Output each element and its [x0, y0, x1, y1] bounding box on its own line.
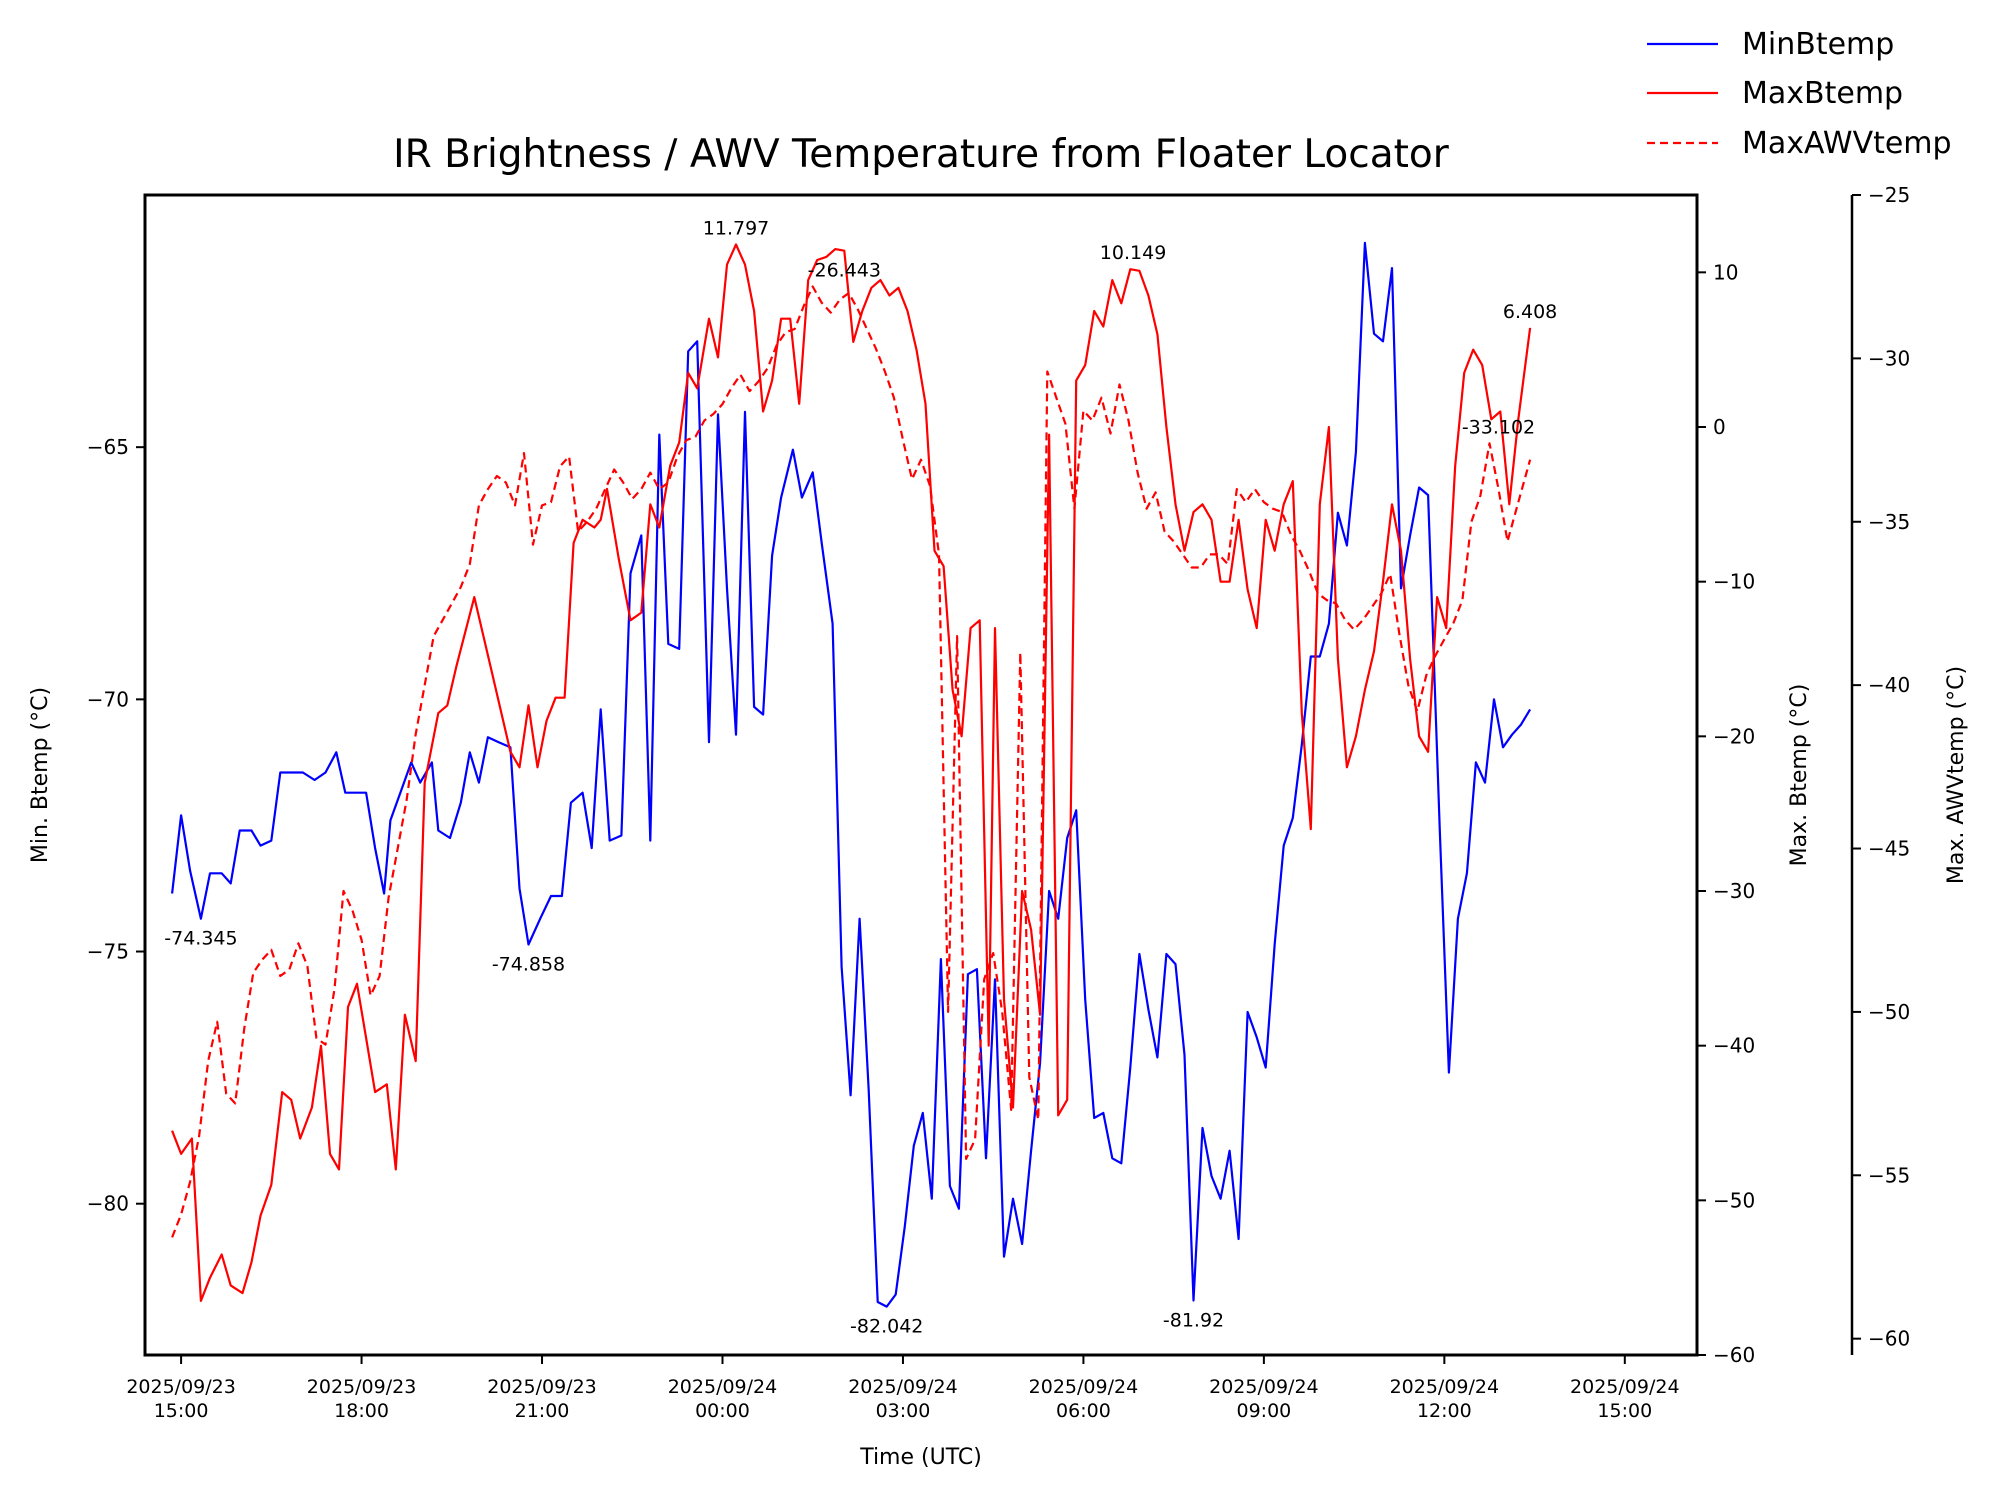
y-right2-tick-label: −60 — [1868, 1327, 1910, 1351]
x-tick-label-time: 09:00 — [1237, 1400, 1292, 1422]
y-right-tick-label: −20 — [1713, 724, 1755, 748]
data-label-maxbtemp: 6.408 — [1503, 301, 1557, 323]
y-right2-tick-label: −40 — [1868, 673, 1910, 697]
legend: MinBtemp MaxBtemp MaxAWVtemp — [1647, 27, 1952, 161]
y-left-tick-label: −75 — [87, 940, 129, 964]
x-tick-label-time: 15:00 — [1597, 1400, 1652, 1422]
series-layer — [171, 241, 1532, 1308]
x-tick-label-time: 15:00 — [154, 1400, 209, 1422]
data-label-minbtemp: -82.042 — [850, 1316, 923, 1338]
legend-label-minbtemp: MinBtemp — [1742, 27, 1894, 62]
annotation-layer: -74.345 -74.858 -82.042 -81.92 11.797 10.149 6… — [164, 217, 1557, 1337]
data-label-maxbtemp: 10.149 — [1100, 242, 1166, 264]
x-tick-label-date: 2025/09/24 — [1029, 1376, 1139, 1398]
y-right2-tick-label: −35 — [1868, 510, 1910, 534]
data-label-maxawvtemp: -26.443 — [808, 259, 881, 281]
x-tick-label-date: 2025/09/23 — [126, 1376, 236, 1398]
legend-label-maxawvtemp: MaxAWVtemp — [1742, 126, 1952, 161]
x-tick-label-time: 18:00 — [334, 1400, 389, 1422]
y-right-tick-label: 0 — [1713, 415, 1726, 439]
y-right2-tick-label: −25 — [1868, 183, 1910, 207]
y-axis-label-left: Min. Btemp (°C) — [28, 687, 53, 863]
data-label-minbtemp: -74.345 — [164, 928, 237, 950]
x-tick-label-date: 2025/09/24 — [1570, 1376, 1680, 1398]
x-tick-label-time: 03:00 — [876, 1400, 931, 1422]
series-line-minbtemp — [171, 241, 1532, 1308]
x-tick-label-time: 21:00 — [515, 1400, 570, 1422]
axes-layer: 2025/09/2315:002025/09/2318:002025/09/23… — [87, 183, 1910, 1422]
data-label-minbtemp: -74.858 — [492, 953, 565, 975]
series-line-maxawvtemp — [171, 285, 1532, 1238]
data-label-maxbtemp: 11.797 — [703, 217, 769, 239]
x-tick-label-time: 12:00 — [1417, 1400, 1472, 1422]
series-line-maxbtemp — [171, 243, 1532, 1303]
data-label-maxawvtemp: -33.102 — [1462, 416, 1535, 438]
x-tick-label-time: 00:00 — [695, 1400, 750, 1422]
y-right2-tick-label: −30 — [1868, 346, 1910, 370]
x-axis-label: Time (UTC) — [859, 1445, 982, 1470]
chart-title: IR Brightness / AWV Temperature from Flo… — [393, 132, 1450, 177]
data-label-minbtemp: -81.92 — [1163, 1310, 1224, 1332]
y-right2-tick-label: −55 — [1868, 1163, 1910, 1187]
x-tick-label-date: 2025/09/23 — [307, 1376, 417, 1398]
y-right-tick-label: −30 — [1713, 879, 1755, 903]
x-tick-label-date: 2025/09/23 — [487, 1376, 597, 1398]
y-right-tick-label: −10 — [1713, 570, 1755, 594]
y-right-tick-label: −60 — [1713, 1343, 1755, 1367]
y-axis-label-right: Max. Btemp (°C) — [1787, 684, 1812, 867]
x-tick-label-date: 2025/09/24 — [1209, 1376, 1319, 1398]
y-right2-tick-label: −45 — [1868, 837, 1910, 861]
y-axis-label-right2: Max. AWVtemp (°C) — [1944, 666, 1969, 884]
plot-frame — [143, 193, 1699, 1357]
y-right-tick-label: −40 — [1713, 1034, 1755, 1058]
legend-label-maxbtemp: MaxBtemp — [1742, 76, 1903, 111]
x-tick-label-date: 2025/09/24 — [668, 1376, 778, 1398]
y-left-tick-label: −70 — [87, 687, 129, 711]
y-right-tick-label: 10 — [1713, 260, 1738, 284]
y-left-tick-label: −80 — [87, 1192, 129, 1216]
x-tick-label-date: 2025/09/24 — [848, 1376, 958, 1398]
y-right2-tick-label: −50 — [1868, 1000, 1910, 1024]
y-left-tick-label: −65 — [87, 435, 129, 459]
x-tick-label-time: 06:00 — [1056, 1400, 1111, 1422]
y-right-tick-label: −50 — [1713, 1188, 1755, 1212]
x-tick-label-date: 2025/09/24 — [1390, 1376, 1500, 1398]
